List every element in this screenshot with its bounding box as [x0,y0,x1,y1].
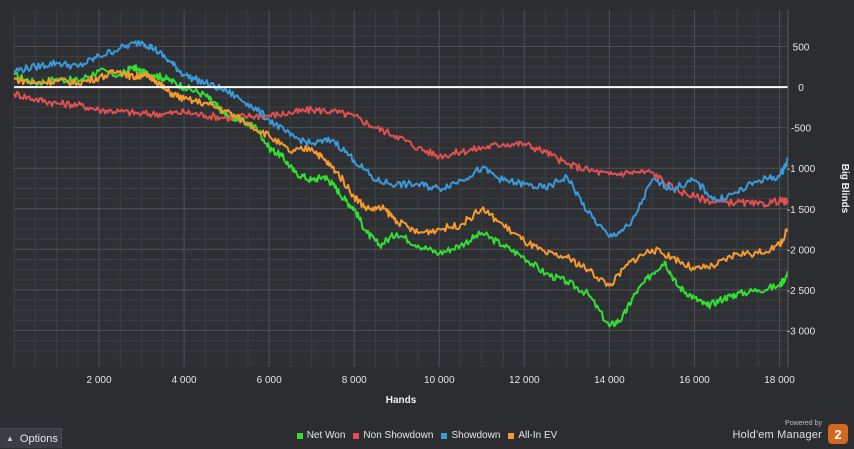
y-axis-title: Big Blinds [839,164,850,214]
legend-label: Non Showdown [363,430,434,441]
brand-block: Powered by Hold'em Manager 2 [730,420,850,446]
series-line-net-won [13,64,789,328]
y-tick-label: -1 500 [787,205,816,216]
x-axis-title: Hands [386,395,417,406]
x-tick-label: 8 000 [342,375,367,386]
y-tick-label: 0 [798,83,804,94]
options-button[interactable]: ▲ Options [0,428,62,448]
series-line-showdown [13,39,789,239]
legend-swatch [353,432,360,439]
options-label: Options [19,432,58,445]
x-tick-label: 16 000 [679,375,710,386]
y-tick-label: -2 500 [787,286,816,297]
x-tick-label: 18 000 [764,375,795,386]
legend-swatch [296,432,303,439]
brand-logo-icon: 2 [828,424,848,444]
y-tick-label: -3 000 [787,326,816,337]
legend-label: Showdown [451,430,501,441]
x-tick-label: 12 000 [509,375,540,386]
brand-name: Hold'em Manager [732,429,822,441]
series-line-all-in-ev [13,69,789,287]
legend-item[interactable]: Non Showdown [353,430,433,441]
y-tick-label: -500 [791,124,811,135]
y-tick-label: -1 000 [787,164,816,175]
legend-swatch [508,432,515,439]
series-line-non-showdown [13,90,789,208]
legend-label: Net Won [306,430,346,441]
x-tick-label: 4 000 [172,375,197,386]
legend-item[interactable]: Net Won [296,430,346,441]
chart-legend: Net Won Non Showdown Showdown All-In EV [0,430,854,441]
chevron-up-icon: ▲ [6,434,14,443]
legend-swatch [441,432,448,439]
legend-item[interactable]: Showdown [441,430,500,441]
powered-by-text: Powered by [785,420,822,427]
y-tick-label: -2 000 [787,245,816,256]
legend-item[interactable]: All-In EV [508,430,557,441]
x-tick-label: 14 000 [594,375,625,386]
x-tick-label: 2 000 [87,375,112,386]
legend-label: All-In EV [518,430,558,441]
x-tick-label: 6 000 [257,375,282,386]
y-tick-label: 500 [793,43,810,54]
x-tick-label: 10 000 [424,375,455,386]
